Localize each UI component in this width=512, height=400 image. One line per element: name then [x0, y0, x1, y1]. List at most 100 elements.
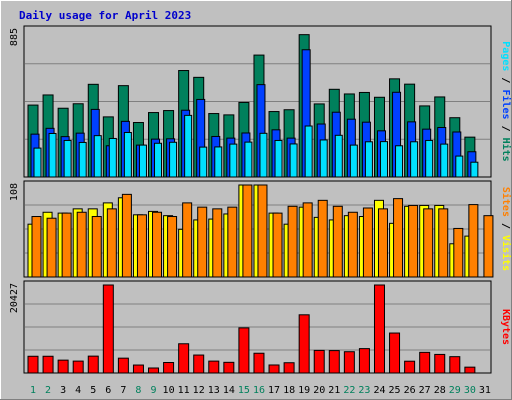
bar-sites — [393, 198, 404, 278]
bar-pages — [229, 143, 238, 178]
bar-pages — [274, 139, 283, 178]
bar-pages — [425, 139, 434, 178]
legend-pages: Pages — [500, 41, 511, 71]
x-tick-label: 16 — [253, 385, 265, 396]
x-tick-label: 28 — [434, 385, 446, 396]
x-tick-label: 6 — [105, 385, 111, 396]
bar-pages — [410, 141, 419, 178]
x-tick-label: 3 — [60, 385, 66, 396]
x-tick-label: 20 — [313, 385, 325, 396]
bar-sites — [106, 208, 117, 278]
bar-kbytes — [283, 362, 295, 374]
legend-visits: Visits — [500, 235, 512, 271]
x-tick-label: 4 — [75, 385, 81, 396]
bar-sites — [453, 227, 464, 278]
bar-pages — [63, 139, 72, 178]
bar-kbytes — [313, 349, 325, 374]
bar-sites — [257, 184, 268, 278]
x-tick-label: 13 — [208, 385, 220, 396]
bar-sites — [332, 205, 343, 278]
bar-pages — [93, 135, 102, 178]
bar-kbytes — [27, 355, 39, 374]
x-tick-label: 23 — [358, 385, 370, 396]
x-tick-label: 12 — [193, 385, 205, 396]
x-tick-label: 24 — [373, 385, 385, 396]
bar-sites — [136, 214, 147, 278]
bar-kbytes — [117, 357, 129, 374]
bar-kbytes — [42, 355, 54, 374]
legend-files: Files — [500, 89, 512, 119]
bar-sites — [483, 215, 494, 278]
bar-sites — [317, 199, 328, 278]
bar-pages — [78, 141, 87, 178]
x-tick-label: 18 — [283, 385, 295, 396]
bar-sites — [468, 204, 479, 278]
bar-sites — [408, 204, 419, 278]
bar-kbytes — [298, 314, 310, 374]
legend-sites: Sites — [500, 187, 512, 217]
x-tick-label: 9 — [151, 385, 157, 396]
bar-sites — [61, 212, 72, 278]
legend-separator: / — [500, 120, 511, 138]
bar-kbytes — [268, 364, 280, 374]
bar-sites — [121, 193, 132, 278]
bar-sites — [377, 208, 388, 278]
bar-pages — [123, 131, 132, 178]
x-tick-label: 1 — [30, 385, 36, 396]
bar-kbytes — [193, 354, 205, 374]
x-tick-label: 14 — [223, 385, 235, 396]
legend-kbytes: KBytes — [500, 309, 511, 345]
bar-pages — [48, 132, 57, 178]
x-tick-label: 5 — [90, 385, 96, 396]
bar-sites — [76, 211, 87, 278]
bar-sites — [362, 207, 373, 278]
bar-sites — [91, 216, 102, 278]
panel-hits-files-pages: 885 Pages / Files / Hits — [9, 25, 512, 178]
bar-sites — [242, 184, 253, 278]
chart-panels: 885 Pages / Files / Hits 108 Sites / Visits… — [9, 25, 512, 374]
bar-sites — [423, 208, 434, 278]
y-max-label: 885 — [9, 28, 20, 46]
bar-pages — [470, 161, 479, 178]
bar-sites — [347, 211, 358, 278]
bar-kbytes — [148, 367, 160, 374]
bar-pages — [379, 141, 388, 178]
x-tick-label: 2 — [45, 385, 51, 396]
bar-sites — [182, 202, 193, 278]
bar-sites — [438, 208, 449, 278]
panel-kbytes: 20427 KBytes — [9, 280, 511, 374]
x-tick-label: 22 — [343, 385, 355, 396]
x-tick-label: 21 — [328, 385, 340, 396]
bar-kbytes — [72, 360, 84, 374]
bar-pages — [455, 155, 464, 178]
bar-kbytes — [358, 348, 370, 374]
bar-pages — [334, 134, 343, 178]
bar-pages — [395, 145, 404, 178]
bar-pages — [364, 141, 373, 178]
bar-kbytes — [132, 364, 144, 374]
bar-sites — [46, 217, 57, 278]
x-axis-labels: 1 2 3 4 5 6 7 8 9 10 11 12 13 14 15 16 17 18 19 20 21 22 23 24 2… — [30, 385, 491, 396]
x-tick-label: 29 — [449, 385, 461, 396]
y-max-label: 108 — [9, 183, 20, 201]
bar-pages — [349, 144, 358, 178]
x-tick-label: 11 — [178, 385, 190, 396]
bar-kbytes — [404, 360, 416, 374]
right-legend-label: Pages / Files / Hits — [500, 41, 512, 161]
chart-title: Daily usage for April 2023 — [19, 9, 191, 22]
x-tick-label: 10 — [163, 385, 175, 396]
x-tick-label: 27 — [419, 385, 431, 396]
legend-hits: Hits — [500, 138, 512, 162]
bar-sites — [31, 216, 42, 278]
bar-sites — [152, 211, 163, 278]
x-tick-label: 7 — [120, 385, 126, 396]
bar-kbytes — [449, 356, 461, 374]
panel-visits-sites: 108 Sites / Visits — [9, 180, 512, 278]
bar-pages — [440, 143, 449, 178]
right-legend-label: KBytes — [500, 309, 511, 345]
bar-kbytes — [343, 351, 355, 374]
bar-kbytes — [223, 361, 235, 374]
bar-kbytes — [178, 343, 190, 374]
bar-pages — [33, 147, 42, 178]
